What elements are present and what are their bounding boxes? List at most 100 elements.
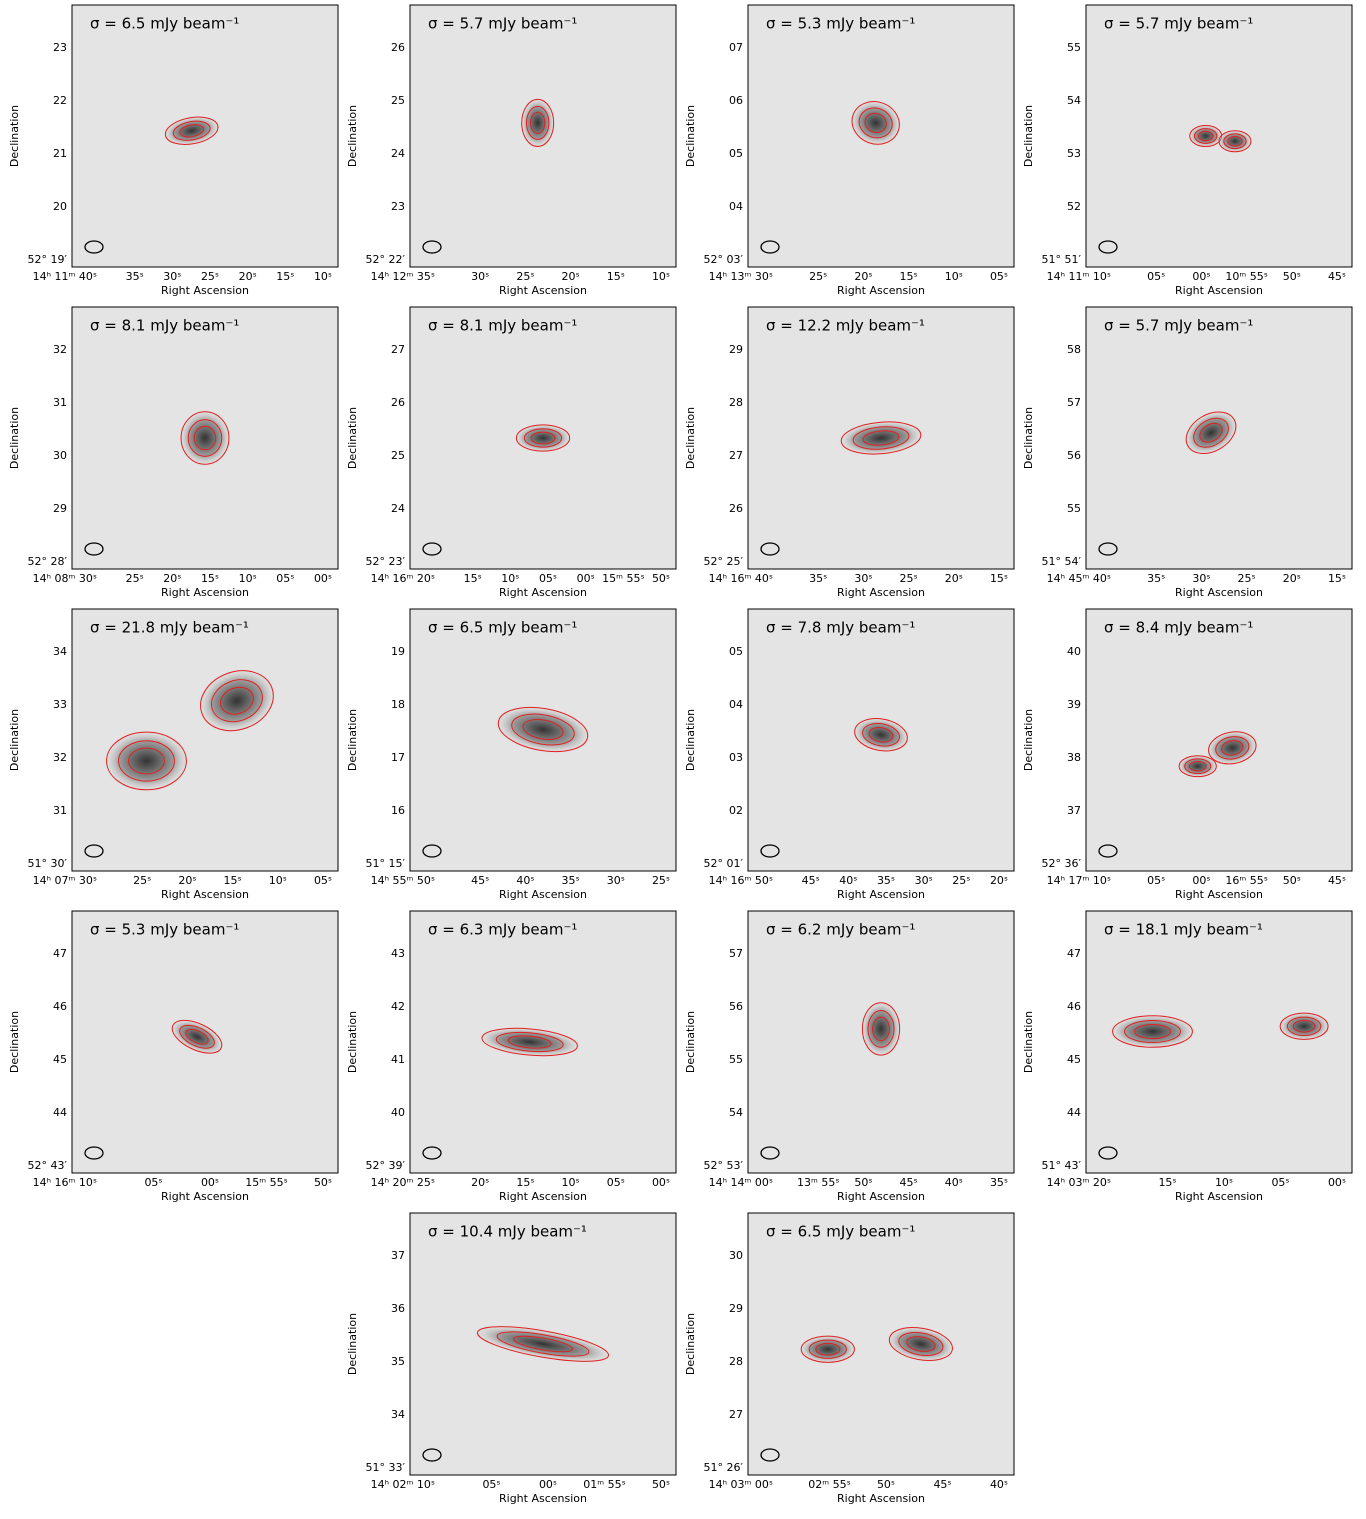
x-tick-label: 45ˢ bbox=[471, 874, 489, 887]
x-tick-label: 05ˢ bbox=[990, 270, 1008, 283]
x-tick-label: 14ʰ 11ᵐ 40ˢ bbox=[33, 270, 97, 283]
y-axis-label: Declination bbox=[1022, 105, 1035, 167]
panel: σ = 21.8 mJy beam⁻¹ 51° 30′ 31 32 33 34 14ʰ 07… bbox=[8, 608, 339, 901]
contour bbox=[1194, 128, 1218, 144]
x-tick-label: 40ˢ bbox=[990, 1478, 1008, 1491]
y-tick-label: 37 bbox=[1067, 804, 1081, 817]
contour bbox=[200, 670, 274, 732]
x-axis-label: Right Ascension bbox=[837, 1190, 925, 1203]
contour bbox=[1184, 758, 1212, 775]
x-tick-label: 45ˢ bbox=[802, 874, 820, 887]
emission bbox=[1217, 129, 1253, 153]
y-tick-label: 52° 19′ bbox=[28, 253, 68, 266]
x-tick-label: 35ˢ bbox=[809, 572, 827, 585]
x-tick-label: 15ᵐ 55ˢ bbox=[602, 572, 644, 585]
x-axis-label: Right Ascension bbox=[499, 284, 587, 297]
emission bbox=[798, 1334, 858, 1364]
sigma-label: σ = 5.3 mJy beam⁻¹ bbox=[90, 921, 239, 939]
x-tick-label: 30ˢ bbox=[163, 270, 181, 283]
y-tick-label: 26 bbox=[729, 502, 743, 515]
x-tick-label: 30ˢ bbox=[854, 572, 872, 585]
x-tick-label: 50ˢ bbox=[314, 1176, 332, 1189]
y-tick-label: 46 bbox=[1067, 1000, 1081, 1013]
contour bbox=[185, 1028, 209, 1045]
contour bbox=[1227, 136, 1243, 147]
y-tick-label: 30 bbox=[729, 1249, 743, 1262]
contour bbox=[1185, 411, 1237, 454]
contour bbox=[1112, 1015, 1193, 1048]
x-axis-label: Right Ascension bbox=[1175, 888, 1263, 901]
y-tick-label: 22 bbox=[53, 94, 67, 107]
x-axis-label: Right Ascension bbox=[837, 1492, 925, 1505]
y-tick-label: 51° 43′ bbox=[1042, 1159, 1082, 1172]
contour bbox=[1124, 1020, 1181, 1044]
y-axis-label: Declination bbox=[1022, 709, 1035, 771]
x-tick-label: 15ˢ bbox=[464, 572, 482, 585]
beam bbox=[1098, 542, 1118, 556]
x-tick-label: 50ˢ bbox=[877, 1478, 895, 1491]
contour bbox=[888, 1327, 953, 1361]
x-tick-label: 40ˢ bbox=[945, 1176, 963, 1189]
x-tick-label: 14ʰ 45ᵐ 40ˢ bbox=[1047, 572, 1111, 585]
x-tick-label: 00ˢ bbox=[577, 572, 595, 585]
y-tick-label: 52° 36′ bbox=[1042, 857, 1082, 870]
sigma-label: σ = 6.2 mJy beam⁻¹ bbox=[766, 921, 915, 939]
y-tick-label: 41 bbox=[391, 1053, 405, 1066]
x-tick-label: 15ˢ bbox=[201, 572, 219, 585]
contour bbox=[523, 428, 563, 448]
x-tick-label: 25ˢ bbox=[133, 874, 151, 887]
contour bbox=[1221, 740, 1244, 756]
x-tick-label: 20ˢ bbox=[854, 270, 872, 283]
x-axis-label: Right Ascension bbox=[161, 284, 249, 297]
y-tick-label: 47 bbox=[1067, 947, 1081, 960]
y-tick-label: 24 bbox=[391, 147, 405, 160]
x-axis-label: Right Ascension bbox=[161, 1190, 249, 1203]
y-tick-label: 04 bbox=[729, 698, 743, 711]
x-tick-label: 20ˢ bbox=[945, 572, 963, 585]
x-tick-label: 30ˢ bbox=[607, 874, 625, 887]
sigma-label: σ = 8.1 mJy beam⁻¹ bbox=[428, 317, 577, 335]
contour bbox=[522, 719, 564, 740]
x-tick-label: 35ˢ bbox=[562, 874, 580, 887]
x-axis-label: Right Ascension bbox=[837, 586, 925, 599]
x-tick-label: 14ʰ 55ᵐ 50ˢ bbox=[371, 874, 435, 887]
contour bbox=[862, 722, 900, 747]
sigma-label: σ = 5.7 mJy beam⁻¹ bbox=[1104, 317, 1253, 335]
x-axis-label: Right Ascension bbox=[161, 888, 249, 901]
y-tick-label: 52° 25′ bbox=[704, 555, 744, 568]
y-tick-label: 45 bbox=[53, 1053, 67, 1066]
contour bbox=[1199, 422, 1223, 443]
y-tick-label: 29 bbox=[53, 502, 67, 515]
x-tick-label: 20ˢ bbox=[471, 1176, 489, 1189]
y-tick-label: 44 bbox=[1067, 1106, 1081, 1119]
x-tick-label: 05ˢ bbox=[314, 874, 332, 887]
x-tick-label: 00ˢ bbox=[652, 1176, 670, 1189]
contour bbox=[906, 1336, 936, 1352]
emission bbox=[520, 96, 556, 149]
y-tick-label: 57 bbox=[1067, 396, 1081, 409]
y-tick-label: 52 bbox=[1067, 200, 1081, 213]
contour bbox=[1178, 755, 1217, 778]
x-tick-label: 14ʰ 03ᵐ 20ˢ bbox=[1047, 1176, 1111, 1189]
y-tick-label: 24 bbox=[391, 502, 405, 515]
x-tick-label: 10ˢ bbox=[562, 1176, 580, 1189]
contour bbox=[106, 731, 187, 791]
y-tick-label: 30 bbox=[53, 449, 67, 462]
y-tick-label: 55 bbox=[1067, 502, 1081, 515]
emission bbox=[169, 1018, 225, 1055]
contour bbox=[476, 1326, 610, 1362]
emission bbox=[1183, 409, 1239, 456]
emission bbox=[178, 409, 232, 467]
y-tick-label: 31 bbox=[53, 804, 67, 817]
contour bbox=[187, 419, 223, 457]
y-tick-label: 58 bbox=[1067, 343, 1081, 356]
y-tick-label: 34 bbox=[53, 645, 67, 658]
y-tick-label: 17 bbox=[391, 751, 405, 764]
beam bbox=[422, 1146, 442, 1160]
y-tick-label: 40 bbox=[391, 1106, 405, 1119]
contour bbox=[1215, 736, 1250, 760]
x-tick-label: 45ˢ bbox=[1328, 874, 1346, 887]
y-axis-label: Declination bbox=[346, 1313, 359, 1375]
x-tick-label: 00ˢ bbox=[1192, 270, 1210, 283]
x-tick-label: 40ˢ bbox=[839, 874, 857, 887]
